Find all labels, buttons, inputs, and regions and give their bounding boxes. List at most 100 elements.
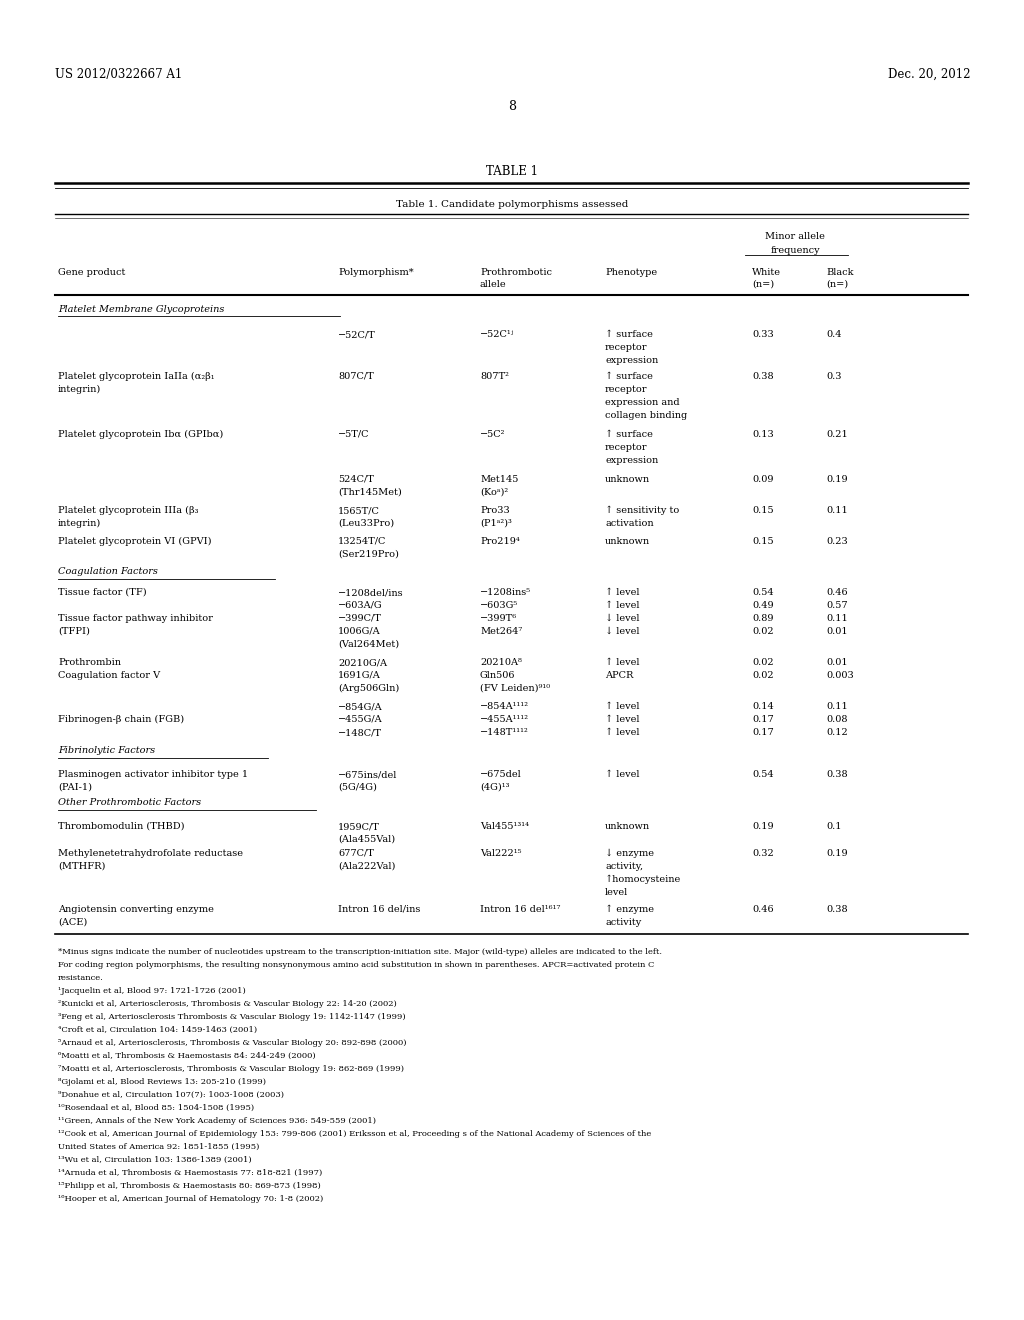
Text: (PAI-1): (PAI-1) — [58, 783, 92, 792]
Text: ↑ level: ↑ level — [605, 657, 640, 667]
Text: expression and: expression and — [605, 399, 680, 407]
Text: ¹¹Green, Annals of the New York Academy of Sciences 936: 549-559 (2001): ¹¹Green, Annals of the New York Academy … — [58, 1117, 376, 1125]
Text: ⁶Moatti et al, Thrombosis & Haemostasis 84: 244-249 (2000): ⁶Moatti et al, Thrombosis & Haemostasis … — [58, 1052, 315, 1060]
Text: (P1ᵃ²)³: (P1ᵃ²)³ — [480, 519, 512, 528]
Text: (MTHFR): (MTHFR) — [58, 862, 105, 871]
Text: ⁴Croft et al, Circulation 104: 1459-1463 (2001): ⁴Croft et al, Circulation 104: 1459-1463… — [58, 1026, 257, 1034]
Text: expression: expression — [605, 356, 658, 366]
Text: 524C/T: 524C/T — [338, 475, 374, 484]
Text: 0.54: 0.54 — [752, 770, 773, 779]
Text: Minor allele: Minor allele — [765, 232, 825, 242]
Text: ¹⁵Philipp et al, Thrombosis & Haemostasis 80: 869-873 (1998): ¹⁵Philipp et al, Thrombosis & Haemostasi… — [58, 1181, 321, 1191]
Text: ↑ level: ↑ level — [605, 601, 640, 610]
Text: ↓ level: ↓ level — [605, 614, 640, 623]
Text: Val455¹³¹⁴: Val455¹³¹⁴ — [480, 822, 529, 832]
Text: 0.12: 0.12 — [826, 729, 848, 737]
Text: 0.17: 0.17 — [752, 729, 774, 737]
Text: US 2012/0322667 A1: US 2012/0322667 A1 — [55, 69, 182, 81]
Text: integrin): integrin) — [58, 385, 101, 395]
Text: Other Prothrombotic Factors: Other Prothrombotic Factors — [58, 799, 201, 807]
Text: ⁷Moatti et al, Arteriosclerosis, Thrombosis & Vascular Biology 19: 862-869 (1999: ⁷Moatti et al, Arteriosclerosis, Thrombo… — [58, 1065, 404, 1073]
Text: ↑ level: ↑ level — [605, 702, 640, 711]
Text: 0.02: 0.02 — [752, 627, 773, 636]
Text: Methylenetetrahydrofolate reductase: Methylenetetrahydrofolate reductase — [58, 849, 243, 858]
Text: receptor: receptor — [605, 385, 647, 393]
Text: (Val264Met): (Val264Met) — [338, 640, 399, 649]
Text: APCR: APCR — [605, 671, 634, 680]
Text: 0.38: 0.38 — [826, 906, 848, 913]
Text: Pro33: Pro33 — [480, 506, 510, 515]
Text: 0.15: 0.15 — [752, 537, 773, 546]
Text: unknown: unknown — [605, 537, 650, 546]
Text: (Ala222Val): (Ala222Val) — [338, 862, 395, 871]
Text: −854G/A: −854G/A — [338, 702, 383, 711]
Text: Black: Black — [826, 268, 853, 277]
Text: 0.09: 0.09 — [752, 475, 773, 484]
Text: −148T¹¹¹²: −148T¹¹¹² — [480, 729, 528, 737]
Text: allele: allele — [480, 280, 507, 289]
Text: Met145: Met145 — [480, 475, 518, 484]
Text: −399C/T: −399C/T — [338, 614, 382, 623]
Text: −5T/C: −5T/C — [338, 430, 370, 440]
Text: ⁸Gjolami et al, Blood Reviews 13: 205-210 (1999): ⁸Gjolami et al, Blood Reviews 13: 205-21… — [58, 1078, 266, 1086]
Text: ³Feng et al, Arteriosclerosis Thrombosis & Vascular Biology 19: 1142-1147 (1999): ³Feng et al, Arteriosclerosis Thrombosis… — [58, 1012, 406, 1020]
Text: (Ser219Pro): (Ser219Pro) — [338, 550, 399, 558]
Text: 0.003: 0.003 — [826, 671, 854, 680]
Text: ↑ surface: ↑ surface — [605, 330, 653, 339]
Text: ¹Jacquelin et al, Blood 97: 1721-1726 (2001): ¹Jacquelin et al, Blood 97: 1721-1726 (2… — [58, 987, 246, 995]
Text: Coagulation factor V: Coagulation factor V — [58, 671, 160, 680]
Text: −603G⁵: −603G⁵ — [480, 601, 518, 610]
Text: ↓ enzyme: ↓ enzyme — [605, 849, 654, 858]
Text: collagen binding: collagen binding — [605, 411, 687, 420]
Text: 0.54: 0.54 — [752, 587, 773, 597]
Text: 0.11: 0.11 — [826, 614, 848, 623]
Text: Tissue factor (TF): Tissue factor (TF) — [58, 587, 146, 597]
Text: (Ala455Val): (Ala455Val) — [338, 836, 395, 843]
Text: 0.14: 0.14 — [752, 702, 774, 711]
Text: 0.15: 0.15 — [752, 506, 773, 515]
Text: ↑ level: ↑ level — [605, 715, 640, 723]
Text: Intron 16 del/ins: Intron 16 del/ins — [338, 906, 421, 913]
Text: Dec. 20, 2012: Dec. 20, 2012 — [888, 69, 970, 81]
Text: ¹²Cook et al, American Journal of Epidemiology 153: 799-806 (2001) Eriksson et a: ¹²Cook et al, American Journal of Epidem… — [58, 1130, 651, 1138]
Text: −1208del/ins: −1208del/ins — [338, 587, 403, 597]
Text: receptor: receptor — [605, 444, 647, 451]
Text: TABLE 1: TABLE 1 — [486, 165, 538, 178]
Text: (5G/4G): (5G/4G) — [338, 783, 377, 792]
Text: *Minus signs indicate the number of nucleotides upstream to the transcription-in: *Minus signs indicate the number of nucl… — [58, 948, 662, 956]
Text: 0.19: 0.19 — [826, 475, 848, 484]
Text: 0.23: 0.23 — [826, 537, 848, 546]
Text: −455G/A: −455G/A — [338, 715, 383, 723]
Text: Fibrinogen-β chain (FGB): Fibrinogen-β chain (FGB) — [58, 715, 184, 725]
Text: Angiotensin converting enzyme: Angiotensin converting enzyme — [58, 906, 214, 913]
Text: −52C/T: −52C/T — [338, 330, 376, 339]
Text: ¹⁶Hooper et al, American Journal of Hematology 70: 1-8 (2002): ¹⁶Hooper et al, American Journal of Hema… — [58, 1195, 324, 1203]
Text: 0.19: 0.19 — [826, 849, 848, 858]
Text: 0.21: 0.21 — [826, 430, 848, 440]
Text: ↑ surface: ↑ surface — [605, 372, 653, 381]
Text: (Leu33Pro): (Leu33Pro) — [338, 519, 394, 528]
Text: ↓ level: ↓ level — [605, 627, 640, 636]
Text: ⁹Donahue et al, Circulation 107(7): 1003-1008 (2003): ⁹Donahue et al, Circulation 107(7): 1003… — [58, 1092, 284, 1100]
Text: Polymorphism*: Polymorphism* — [338, 268, 414, 277]
Text: −603A/G: −603A/G — [338, 601, 383, 610]
Text: 0.46: 0.46 — [826, 587, 848, 597]
Text: (n=): (n=) — [752, 280, 774, 289]
Text: 1006G/A: 1006G/A — [338, 627, 381, 636]
Text: frequency: frequency — [770, 246, 820, 255]
Text: 0.32: 0.32 — [752, 849, 774, 858]
Text: 0.19: 0.19 — [752, 822, 773, 832]
Text: −148C/T: −148C/T — [338, 729, 382, 737]
Text: −399T⁶: −399T⁶ — [480, 614, 517, 623]
Text: (4G)¹³: (4G)¹³ — [480, 783, 510, 792]
Text: 0.38: 0.38 — [752, 372, 773, 381]
Text: 1691G/A: 1691G/A — [338, 671, 381, 680]
Text: Platelet glycoprotein VI (GPVI): Platelet glycoprotein VI (GPVI) — [58, 537, 212, 546]
Text: activation: activation — [605, 519, 653, 528]
Text: 0.02: 0.02 — [752, 671, 773, 680]
Text: 0.3: 0.3 — [826, 372, 842, 381]
Text: 0.4: 0.4 — [826, 330, 842, 339]
Text: 0.01: 0.01 — [826, 627, 848, 636]
Text: ↑ level: ↑ level — [605, 770, 640, 779]
Text: 0.33: 0.33 — [752, 330, 774, 339]
